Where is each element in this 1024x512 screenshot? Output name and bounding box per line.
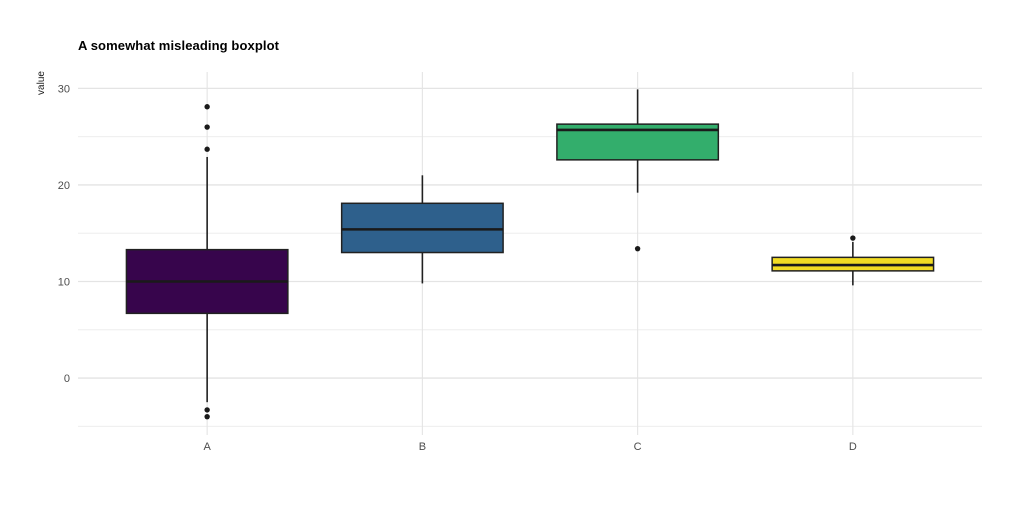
x-tick-label-C: C	[634, 441, 642, 453]
y-axis-tick-labels: 0 10 20 30	[58, 83, 70, 385]
x-tick-label-A: A	[203, 441, 211, 453]
minor-gridlines	[78, 136, 982, 427]
x-tick-label-D: D	[849, 441, 857, 453]
outlier-A-1	[204, 124, 210, 130]
y-axis-title: value	[36, 71, 47, 95]
x-axis-tick-labels: A B C D	[203, 441, 856, 453]
outlier-A-2	[204, 146, 210, 152]
category-gridlines	[206, 72, 854, 435]
y-tick-label-30: 30	[58, 83, 70, 95]
y-tick-label-10: 10	[58, 276, 70, 288]
outlier-A-0	[204, 104, 210, 110]
y-tick-label-0: 0	[64, 373, 70, 385]
boxplot-A	[125, 104, 289, 420]
outlier-A-4	[204, 413, 210, 420]
boxplot-D	[771, 235, 935, 286]
y-tick-label-20: 20	[58, 180, 70, 192]
outlier-D-0	[850, 235, 856, 241]
x-tick-label-B: B	[419, 441, 426, 453]
boxplot-B	[340, 175, 504, 284]
boxplot-C	[556, 89, 720, 252]
box-B	[340, 202, 504, 254]
chart-title: A somewhat misleading boxplot	[78, 38, 280, 53]
outlier-A-3	[204, 407, 210, 413]
boxplot-series	[125, 89, 935, 420]
outlier-C-0	[634, 245, 641, 252]
